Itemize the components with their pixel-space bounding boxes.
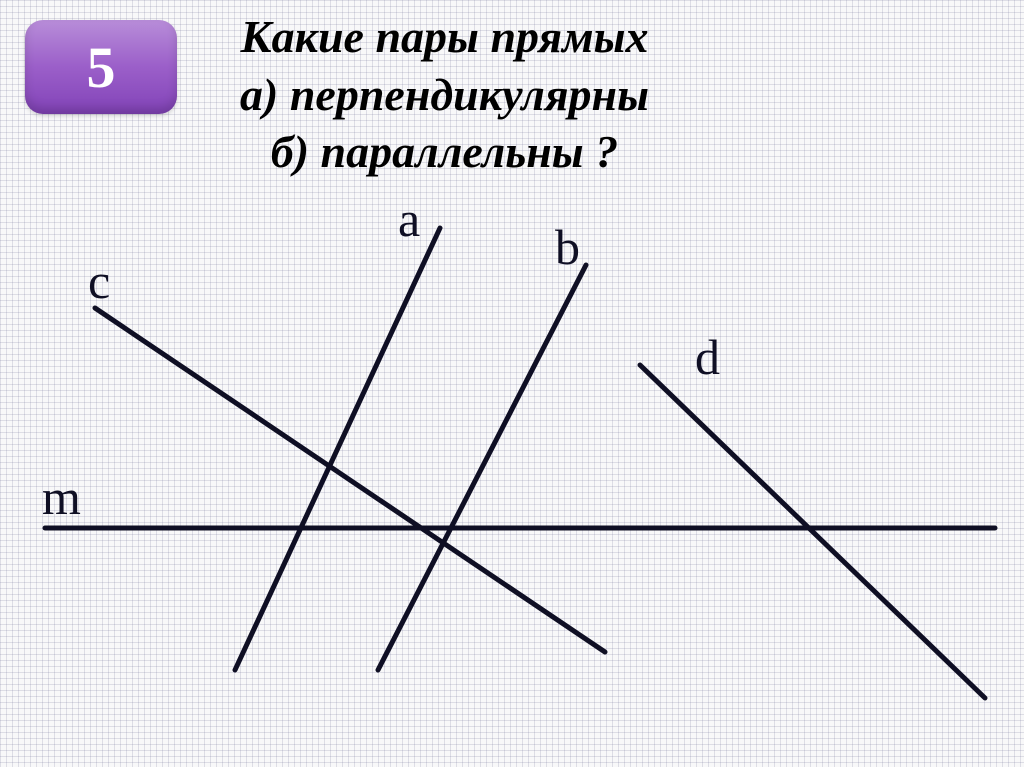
- label-a: a: [398, 190, 420, 248]
- label-m: m: [42, 468, 81, 526]
- line-d: [640, 365, 985, 698]
- label-b: b: [555, 218, 580, 276]
- label-d: d: [695, 328, 720, 386]
- line-c: [95, 308, 605, 652]
- line-b: [378, 265, 586, 670]
- label-c: c: [88, 252, 110, 310]
- lines-diagram: [0, 0, 1024, 767]
